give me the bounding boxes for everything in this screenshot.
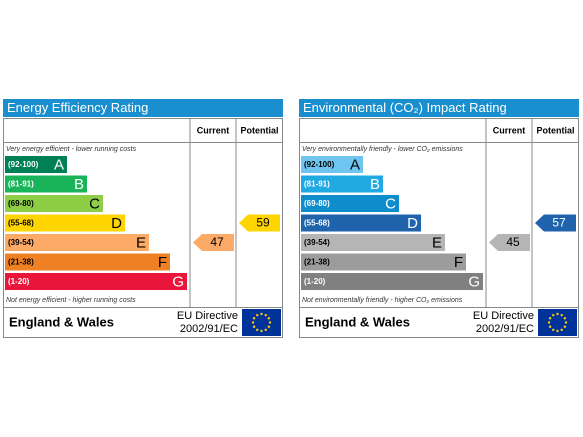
band-range: (81-91) xyxy=(8,180,34,189)
band-range: (1-20) xyxy=(8,277,30,286)
top-note: Very energy efficient - lower running co… xyxy=(6,146,137,153)
eu-star xyxy=(264,328,267,332)
eu-star xyxy=(552,313,555,317)
panel-title: Environmental (CO₂) Impact Rating xyxy=(303,100,507,115)
band-letter: G xyxy=(468,273,480,290)
rating-value: 59 xyxy=(256,216,270,230)
eu-star xyxy=(564,321,568,324)
column-header: Potential xyxy=(240,125,278,135)
band-letter: E xyxy=(432,234,442,251)
rating-arrow xyxy=(535,214,576,232)
band-range: (39-54) xyxy=(8,238,34,247)
band-range: (21-38) xyxy=(8,258,34,267)
eu-star xyxy=(252,317,256,320)
title-bar xyxy=(299,99,579,117)
directive: 2002/91/EC xyxy=(476,323,534,335)
band-bar xyxy=(5,253,170,271)
region: England & Wales xyxy=(305,314,410,329)
band-letter: F xyxy=(454,254,463,271)
eu-star xyxy=(556,312,559,316)
band-range: (21-38) xyxy=(304,258,330,267)
column-header: Current xyxy=(493,125,526,135)
eu-star xyxy=(251,321,255,324)
rating-arrow xyxy=(239,214,280,232)
eu-star xyxy=(267,325,271,328)
rating-arrow xyxy=(193,234,234,251)
rating-value: 57 xyxy=(552,216,566,230)
band-letter: B xyxy=(370,176,380,193)
eu-star xyxy=(260,329,263,333)
band-bar xyxy=(5,195,103,212)
band-range: (92-100) xyxy=(304,160,335,169)
panel-frame xyxy=(299,118,579,338)
band-letter: A xyxy=(54,156,64,173)
bottom-note: Not energy efficient - higher running co… xyxy=(6,297,136,304)
title-bar xyxy=(3,99,283,117)
band-range: (39-54) xyxy=(304,238,330,247)
eu-star xyxy=(256,328,259,332)
directive: EU Directive xyxy=(473,310,534,322)
band-bar xyxy=(301,214,421,232)
band-bar xyxy=(5,175,87,193)
panel-frame xyxy=(3,118,283,338)
eu-star xyxy=(267,317,271,320)
eu-star xyxy=(552,328,555,332)
band-range: (69-80) xyxy=(304,199,330,208)
eu-star xyxy=(547,321,551,324)
band-letter: F xyxy=(158,254,167,271)
band-bar xyxy=(5,214,125,232)
directive: EU Directive xyxy=(177,310,238,322)
eu-star xyxy=(563,317,567,320)
band-bar xyxy=(301,175,383,193)
eu-star xyxy=(556,329,559,333)
band-range: (55-68) xyxy=(304,219,330,228)
eu-star xyxy=(264,313,267,317)
rating-arrow xyxy=(489,234,530,251)
band-range: (81-91) xyxy=(304,180,330,189)
band-range: (55-68) xyxy=(8,219,34,228)
eu-star xyxy=(252,325,256,328)
band-letter: B xyxy=(74,176,84,193)
column-header: Current xyxy=(197,125,230,135)
eu-star xyxy=(268,321,272,324)
band-bar xyxy=(5,156,67,173)
band-letter: E xyxy=(136,234,146,251)
rating-value: 45 xyxy=(506,235,520,249)
band-bar xyxy=(301,195,399,212)
eu-star xyxy=(560,328,563,332)
eu-star xyxy=(560,313,563,317)
region: England & Wales xyxy=(9,314,114,329)
top-note: Very environmentally friendly - lower CO… xyxy=(302,146,463,153)
bottom-note: Not environmentally friendly - higher CO… xyxy=(302,297,463,304)
band-letter: G xyxy=(172,273,184,290)
band-letter: C xyxy=(385,195,396,212)
eu-star xyxy=(256,313,259,317)
band-bar xyxy=(5,234,149,251)
band-letter: A xyxy=(350,156,360,173)
eu-star xyxy=(548,317,552,320)
column-header: Potential xyxy=(536,125,574,135)
eu-star xyxy=(548,325,552,328)
band-range: (92-100) xyxy=(8,160,39,169)
eu-star xyxy=(260,312,263,316)
band-bar xyxy=(301,234,445,251)
directive: 2002/91/EC xyxy=(180,323,238,335)
band-range: (69-80) xyxy=(8,199,34,208)
band-bar xyxy=(301,156,363,173)
band-letter: C xyxy=(89,195,100,212)
eu-star xyxy=(563,325,567,328)
panel-title: Energy Efficiency Rating xyxy=(7,100,148,115)
band-letter: D xyxy=(407,215,418,232)
band-bar xyxy=(5,273,187,290)
rating-value: 47 xyxy=(210,235,224,249)
band-bar xyxy=(301,253,466,271)
band-bar xyxy=(301,273,483,290)
band-letter: D xyxy=(111,215,122,232)
band-range: (1-20) xyxy=(304,277,326,286)
